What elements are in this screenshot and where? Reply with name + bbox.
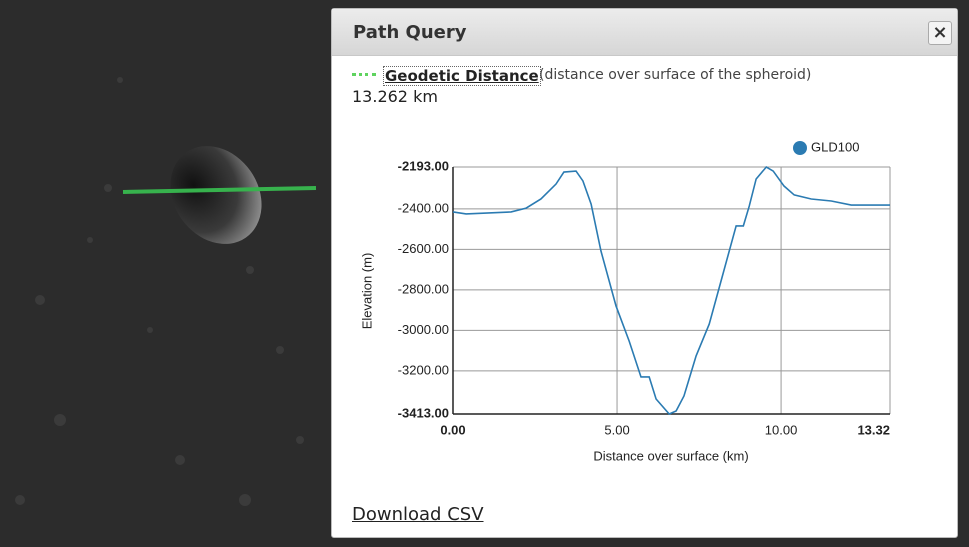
x-axis-label: Distance over surface (km) <box>593 448 748 463</box>
path-query-panel: Path Query × Geodetic Distance (distance… <box>331 8 958 538</box>
y-tick-label: -2800.00 <box>398 281 449 296</box>
panel-title: Path Query <box>353 22 467 43</box>
elevation-chart: Distance over surface (km) Elevation (m)… <box>359 139 891 463</box>
download-csv[interactable]: Download CSV <box>352 504 484 525</box>
close-button[interactable]: × <box>928 21 952 45</box>
legend-label: GLD100 <box>811 139 859 154</box>
y-tick-label: -2193.00 <box>398 158 449 173</box>
y-tick-label: -3413.00 <box>398 405 449 420</box>
y-tick-label: -2600.00 <box>398 241 449 256</box>
y-tick-label: -2400.00 <box>398 200 449 215</box>
measure-link[interactable]: Geodetic Distance <box>383 66 541 86</box>
panel-header: Path Query × <box>332 9 957 56</box>
craters <box>15 77 304 506</box>
x-tick-label: 13.32 <box>857 422 890 437</box>
x-tick-label: 5.00 <box>604 422 629 437</box>
measure-swatch <box>352 73 376 76</box>
x-tick-label: 0.00 <box>440 422 465 437</box>
legend-swatch <box>793 141 807 155</box>
crater <box>170 146 262 244</box>
series-line <box>452 165 890 415</box>
y-tick-label: -3000.00 <box>398 322 449 337</box>
measure-note: (distance over surface of the spheroid) <box>539 67 812 83</box>
x-tick-label: 10.00 <box>765 422 798 437</box>
distance-value: 13.262 km <box>352 87 438 106</box>
y-tick-label: -3200.00 <box>398 362 449 377</box>
y-axis-label: Elevation (m) <box>359 253 374 330</box>
path-line <box>122 186 317 194</box>
